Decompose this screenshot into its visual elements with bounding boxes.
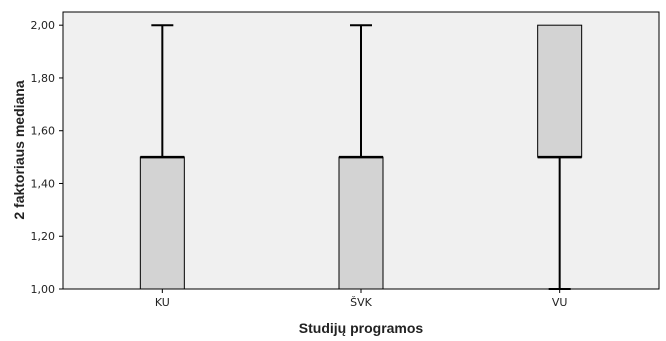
box-iqr (537, 24, 583, 158)
y-tick-label: 2,00 (31, 19, 56, 32)
box-iqr (338, 156, 384, 290)
x-tick-label: KU (155, 296, 170, 309)
box-vu (537, 24, 583, 290)
y-axis-title: 2 faktoriaus mediana (11, 80, 27, 219)
box-ku (139, 24, 185, 290)
y-tick-label: 1,80 (31, 72, 56, 85)
y-axis: 1,00 1,20 1,40 1,60 1,80 2,00 (31, 19, 63, 296)
y-tick-label: 1,40 (31, 177, 56, 190)
y-tick-label: 1,00 (31, 283, 56, 296)
x-tick-label: VU (552, 296, 568, 309)
box-iqr (139, 156, 185, 290)
x-axis-title: Studijų programos (299, 320, 424, 336)
y-tick-label: 1,60 (31, 125, 56, 138)
box-series (139, 24, 583, 290)
x-axis: KU ŠVK VU (155, 289, 568, 309)
x-tick-label: ŠVK (350, 296, 373, 309)
box-švk (338, 24, 384, 290)
y-tick-label: 1,20 (31, 230, 56, 243)
